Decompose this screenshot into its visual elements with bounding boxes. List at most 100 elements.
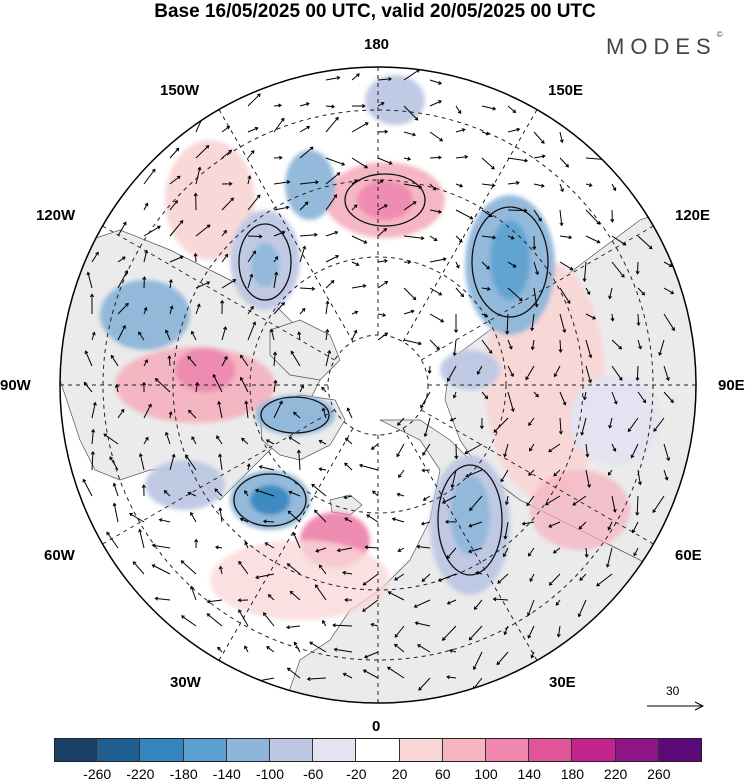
wind-vector-arrow: [195, 281, 211, 289]
colorbar-tick-label: -260: [83, 766, 112, 782]
wind-vector-arrow: [195, 381, 200, 393]
wind-vector-arrow: [653, 417, 665, 432]
wind-vector-arrow: [585, 365, 593, 384]
latitude-circle-70: [249, 256, 507, 514]
wind-vector-arrow: [377, 228, 388, 237]
wind-vector-arrow: [429, 339, 440, 351]
colorbar-segment: [399, 738, 443, 762]
wind-vector-arrow: [194, 538, 199, 549]
wind-vector-arrow: [559, 235, 573, 240]
wind-vector-arrow: [164, 431, 171, 445]
wind-vector-arrow: [663, 287, 675, 295]
wind-vector-arrow: [465, 469, 483, 478]
wind-vector-arrow: [558, 417, 563, 435]
wind-vector-arrow: [605, 547, 613, 568]
lon-label-60w: 60W: [44, 547, 75, 564]
wind-vector-arrow: [559, 157, 570, 168]
wind-vector-arrow: [117, 408, 125, 419]
wind-vector-arrow: [262, 519, 275, 524]
wind-vector-arrow: [195, 303, 201, 315]
wind-vector-arrow: [585, 183, 593, 187]
wind-vector-arrow: [422, 495, 431, 501]
wind-vector-arrow: [579, 573, 587, 581]
wind-vector-arrow: [169, 147, 180, 159]
wind-vector-arrow: [533, 287, 539, 308]
wind-vector-arrow: [247, 305, 254, 315]
wind-vector-arrow: [559, 131, 564, 144]
wind-vector-arrow: [403, 339, 422, 346]
negative-anomaly-east-asia-core: [490, 220, 530, 300]
wind-vector-arrow: [315, 547, 327, 553]
wind-vector-arrow: [247, 149, 255, 159]
wind-vector-arrow: [396, 443, 405, 458]
wind-vector-arrow: [273, 103, 282, 108]
wind-vector-arrow: [414, 621, 431, 627]
wind-vector-arrow: [247, 194, 261, 211]
wind-vector-arrow: [362, 573, 379, 586]
wind-vector-arrow: [481, 183, 496, 188]
wind-vector-arrow: [507, 127, 521, 133]
wind-vector-arrow: [417, 644, 431, 653]
wind-vector-arrow: [244, 490, 249, 497]
wind-vector-arrow: [138, 331, 145, 341]
negative-anomaly-north: [365, 75, 425, 125]
wind-vector-arrow: [117, 221, 127, 237]
wind-vector-arrow: [138, 452, 145, 471]
wind-vector-arrow: [288, 436, 301, 445]
negative-anomaly-bering: [285, 150, 335, 220]
wind-vector-arrow: [420, 391, 431, 409]
wind-vector-arrow: [652, 495, 665, 514]
contour-pacific: [344, 173, 426, 227]
wind-vector-arrow: [286, 667, 301, 679]
lon-label-30e: 30E: [549, 674, 576, 691]
wind-vector-arrow: [429, 209, 442, 214]
wind-vector-arrow: [611, 183, 617, 192]
wind-vector-arrow: [403, 183, 423, 189]
wind-vector-arrow: [559, 287, 571, 305]
wind-vector-arrow: [344, 517, 353, 523]
colorbar-tick-label: 180: [560, 766, 585, 782]
wind-vector-arrow: [86, 271, 93, 289]
wind-vectors: [82, 69, 675, 691]
wind-vector-arrow: [299, 286, 316, 291]
wind-vector-arrow: [299, 245, 307, 263]
wind-vector-arrow: [163, 490, 171, 497]
wind-vector-arrow: [167, 355, 172, 367]
wind-vector-arrow: [585, 443, 590, 458]
colorbar: [54, 738, 702, 762]
wind-vector-arrow: [421, 573, 431, 582]
wind-vector-arrow: [325, 254, 340, 263]
wind-vector-arrow: [429, 287, 443, 296]
wind-vector-arrow: [403, 131, 417, 137]
wind-vector-arrow: [132, 561, 145, 575]
wind-vector-arrow: [247, 93, 261, 107]
wind-vector-arrow: [663, 443, 671, 462]
wind-vector-arrow: [273, 205, 290, 211]
wind-vector-arrow: [180, 560, 197, 575]
lon-label-0: 0: [372, 718, 381, 735]
wind-vector-arrow: [90, 450, 95, 471]
wind-vector-arrow: [106, 531, 119, 549]
wind-vector-arrow: [611, 235, 627, 246]
wind-vector-arrow: [635, 261, 640, 275]
wind-vector-arrow: [306, 677, 327, 682]
positive-anomaly-atlantic-outer: [210, 540, 390, 620]
wind-vector-arrow: [427, 365, 432, 375]
lon-label-150w: 150W: [160, 82, 200, 99]
wind-vector-arrow: [556, 625, 561, 638]
wind-vector-arrow: [377, 129, 389, 134]
wind-vector-arrow: [558, 339, 563, 353]
wind-vector-arrow: [366, 514, 379, 523]
wind-vector-arrow: [321, 386, 327, 393]
wind-vector-arrow: [637, 235, 653, 250]
wind-vector-arrow: [555, 599, 561, 606]
wind-vector-arrow: [398, 469, 405, 479]
wind-vector-arrow: [290, 350, 301, 367]
wind-vector-arrow: [469, 495, 483, 512]
colorbar-segment: [572, 738, 616, 762]
wind-vector-arrow: [91, 428, 96, 445]
wind-vector-arrow: [351, 204, 358, 211]
wind-vector-arrow: [273, 351, 278, 367]
wind-vector-arrow: [552, 547, 561, 554]
wind-vector-arrow: [663, 365, 670, 381]
